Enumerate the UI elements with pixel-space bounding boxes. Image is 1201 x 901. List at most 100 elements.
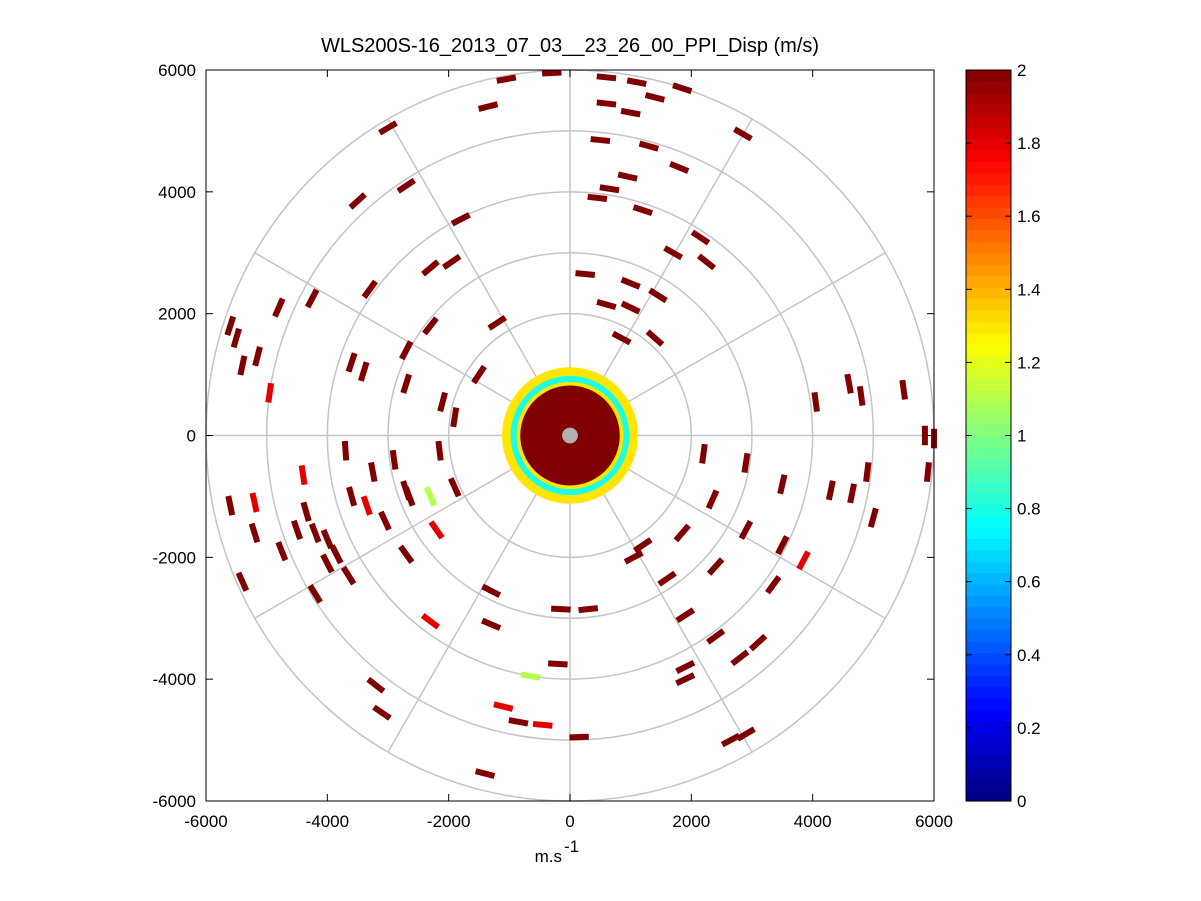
range-gate-29 xyxy=(648,287,668,304)
range-gate-115 xyxy=(741,452,751,474)
range-gate-83 xyxy=(493,701,514,712)
y-tick-label-6: 6000 xyxy=(158,61,196,80)
colorbar-band-23 xyxy=(966,526,1011,539)
range-gate-72 xyxy=(720,732,741,748)
range-gate-15 xyxy=(599,184,620,194)
x-tick-label-1: -4000 xyxy=(306,812,349,831)
colorbar-gradient xyxy=(966,70,1011,802)
range-gate-44 xyxy=(437,391,448,413)
colorbar-tick-label-9: 1.8 xyxy=(1017,134,1041,153)
range-gate-102 xyxy=(360,495,373,516)
colorbar-tick-label-10: 2 xyxy=(1017,61,1026,80)
range-gate-84 xyxy=(508,717,529,727)
x-tick-label-2: -2000 xyxy=(427,812,470,831)
colorbar-band-25 xyxy=(966,504,1011,517)
colorbar-band-62 xyxy=(966,81,1011,94)
range-gate-66 xyxy=(705,628,726,645)
colorbar-band-27 xyxy=(966,481,1011,494)
colorbar-band-54 xyxy=(966,172,1011,185)
range-gate-91 xyxy=(308,522,322,544)
range-gate-99 xyxy=(275,541,289,562)
range-gate-12 xyxy=(638,140,660,152)
colorbar-band-24 xyxy=(966,515,1011,528)
x-tick-label-0: -6000 xyxy=(184,812,227,831)
range-gate-49 xyxy=(856,385,866,406)
colorbar-band-16 xyxy=(966,606,1011,619)
range-gate-106 xyxy=(368,461,378,483)
colorbar-band-12 xyxy=(966,652,1011,665)
colorbar-tick-label-0: 0 xyxy=(1017,792,1026,811)
range-gate-14 xyxy=(617,171,638,182)
range-gate-77 xyxy=(481,583,502,598)
range-gate-95 xyxy=(235,571,250,592)
colorbar-band-58 xyxy=(966,127,1011,140)
range-gate-10 xyxy=(732,126,753,142)
range-gate-78 xyxy=(548,660,568,668)
y-tick-label-1: -4000 xyxy=(153,670,196,689)
range-gate-85 xyxy=(532,720,553,729)
range-gate-103 xyxy=(378,510,392,531)
colorbar-band-17 xyxy=(966,595,1011,608)
x-tick-label-6: 6000 xyxy=(915,812,953,831)
range-gate-0 xyxy=(496,74,517,84)
colorbar-band-38 xyxy=(966,355,1011,368)
colorbar-band-40 xyxy=(966,332,1011,345)
range-gate-24 xyxy=(421,259,440,277)
colorbar-band-39 xyxy=(966,344,1011,357)
range-gate-86 xyxy=(569,733,589,741)
range-gate-8 xyxy=(644,92,666,103)
x-tick-label-4: 2000 xyxy=(672,812,710,831)
range-gate-42 xyxy=(399,340,414,361)
colorbar-band-47 xyxy=(966,252,1011,265)
range-gate-55 xyxy=(863,462,872,483)
range-gate-36 xyxy=(596,299,617,311)
range-gate-59 xyxy=(867,507,879,528)
colorbar-tick-label-7: 1.4 xyxy=(1017,280,1041,299)
range-ring-2000 xyxy=(447,312,693,559)
range-gate-27 xyxy=(575,270,596,278)
colorbar-tick-label-1: 0.2 xyxy=(1017,719,1041,738)
origin-marker xyxy=(562,427,578,444)
range-gate-109 xyxy=(423,486,438,507)
range-gate-71 xyxy=(736,726,756,742)
range-gate-121 xyxy=(611,330,632,346)
colorbar-band-61 xyxy=(966,92,1011,105)
range-gate-58 xyxy=(777,474,788,495)
range-gate-122 xyxy=(435,440,444,461)
x-axis-label: m.s -1 xyxy=(535,837,580,866)
y-tick-label-4: 2000 xyxy=(158,305,196,324)
range-gate-67 xyxy=(748,633,768,652)
y-tick-label-0: -6000 xyxy=(153,792,196,811)
range-gate-39 xyxy=(422,316,439,336)
range-gate-13 xyxy=(669,161,690,174)
range-gate-93 xyxy=(329,544,344,565)
colorbar-ticks: 0 0.2 0.4 0.6 0.8 1 1.2 1.4 1.6 1.8 2 xyxy=(966,61,1041,811)
range-gate-11 xyxy=(590,136,611,145)
range-gate-54 xyxy=(923,462,932,483)
colorbar-band-5 xyxy=(966,732,1011,745)
colorbar-band-49 xyxy=(966,229,1011,242)
colorbar-band-52 xyxy=(966,195,1011,208)
range-gate-30 xyxy=(304,288,320,309)
range-gate-22 xyxy=(663,245,684,261)
y-tick-label-3: 0 xyxy=(187,427,196,446)
range-gate-80 xyxy=(420,613,441,630)
colorbar-band-1 xyxy=(966,778,1011,791)
colorbar-band-33 xyxy=(966,412,1011,425)
range-gate-51 xyxy=(811,391,820,413)
range-gate-37 xyxy=(620,300,641,315)
colorbar-band-29 xyxy=(966,458,1011,471)
range-gate-46 xyxy=(450,407,460,428)
colorbar-band-32 xyxy=(966,424,1011,437)
colorbar-band-19 xyxy=(966,572,1011,585)
range-gate-87 xyxy=(474,768,496,779)
range-gate-31 xyxy=(272,297,286,318)
range-gate-70 xyxy=(675,672,696,687)
range-gate-47 xyxy=(265,382,275,403)
range-gate-43 xyxy=(400,373,412,394)
range-gate-94 xyxy=(340,565,357,586)
range-gate-108 xyxy=(341,440,350,461)
range-gate-90 xyxy=(291,519,303,541)
range-gate-74 xyxy=(551,605,571,613)
